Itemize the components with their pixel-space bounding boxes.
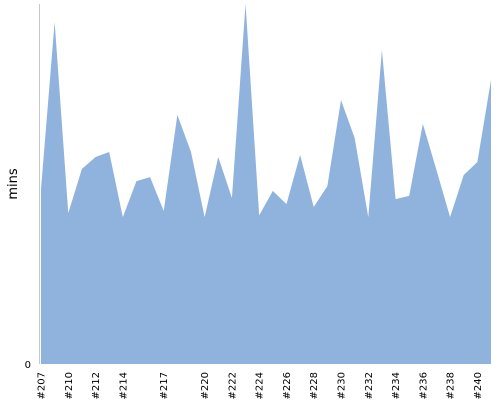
data-point-#220 [203,216,206,219]
y-tick-label-0: 0 [25,360,31,371]
x-tick-label: #236 [418,372,429,399]
data-point-#238 [449,216,452,219]
data-point-#231 [353,136,356,139]
data-point-#210 [67,212,70,215]
data-point-#226 [285,203,288,206]
data-point-#236 [421,122,424,125]
data-point-#234 [394,198,397,201]
data-point-#212 [94,156,97,159]
x-tick-label: #222 [227,372,238,399]
data-point-#227 [299,153,302,156]
data-point-#229 [326,185,329,188]
data-point-#223 [244,3,247,6]
y-axis-title: mins [6,168,21,200]
data-point-#239 [462,174,465,177]
data-point-#240 [476,161,479,164]
x-tick-label: #214 [118,372,129,399]
x-tick-label: #228 [309,372,320,399]
x-tick-label: #232 [364,372,375,399]
data-point-#237 [435,168,438,171]
x-tick-label: #207 [37,372,48,399]
x-tick-label: #238 [446,372,457,399]
x-tick-label: #217 [159,372,170,399]
x-tick-label: #240 [473,372,484,399]
data-point-#214 [121,216,124,219]
data-point-#224 [258,214,261,217]
data-point-#225 [271,189,274,192]
data-point-#211 [80,167,83,170]
data-point-#241 [490,78,493,81]
data-point-#232 [367,216,370,219]
x-tick-label: #234 [391,372,402,399]
x-tick-label: #212 [91,372,102,399]
data-point-#221 [217,156,220,159]
x-tick-label: #226 [282,372,293,399]
data-point-#228 [312,206,315,209]
data-point-#219 [190,150,193,153]
data-point-#218 [176,113,179,116]
x-tick-labels: #207 #210 #212 #214 #217 #220 #222 #224 #226 #228… [37,372,484,399]
plot-area [41,3,493,364]
x-tick-label: #224 [255,372,266,399]
data-point-#209 [53,21,56,24]
x-tick-label: #210 [64,372,75,399]
x-tick-label: #220 [200,372,211,399]
data-point-#217 [162,210,165,213]
data-point-#233 [380,49,383,52]
data-point-#216 [149,176,152,179]
data-point-#213 [108,150,111,153]
x-tick-label: #230 [337,372,348,399]
data-point-#215 [135,180,138,183]
series-area [41,4,491,364]
data-point-#235 [408,194,411,197]
data-point-#230 [340,99,343,102]
data-point-#222 [230,197,233,200]
